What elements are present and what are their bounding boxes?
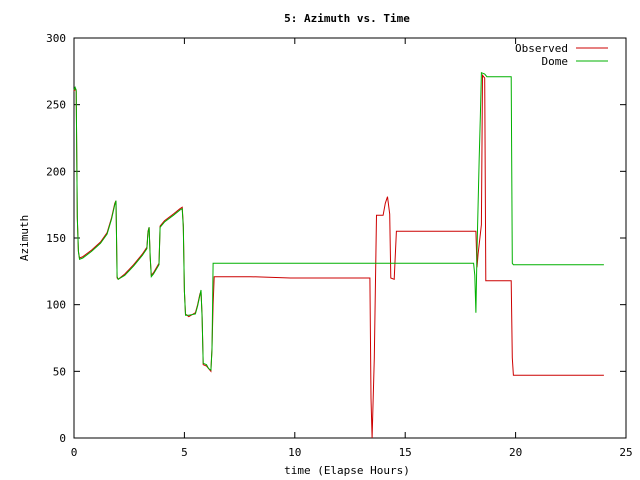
y-axis: 0 50 100 150 200 250 300 [46, 32, 626, 445]
y-tick-label: 150 [46, 232, 66, 245]
y-tick-label: 200 [46, 165, 66, 178]
x-tick-label: 15 [399, 446, 412, 459]
y-tick-label: 300 [46, 32, 66, 45]
x-tick-label: 10 [288, 446, 301, 459]
y-tick-label: 250 [46, 99, 66, 112]
series-layer [73, 71, 604, 439]
x-tick-label: 5 [181, 446, 188, 459]
y-tick-label: 100 [46, 299, 66, 312]
x-tick-label: 25 [619, 446, 632, 459]
x-tick-label: 0 [71, 446, 78, 459]
legend-label-dome: Dome [542, 55, 569, 68]
legend-label-observed: Observed [515, 42, 568, 55]
legend: Observed Dome [515, 42, 608, 68]
x-axis: 0 5 10 15 20 25 [71, 38, 633, 459]
y-tick-label: 50 [53, 365, 66, 378]
y-tick-label: 0 [59, 432, 66, 445]
series-line-dome [73, 71, 604, 371]
series-line-observed [73, 73, 604, 439]
y-axis-label: Azimuth [18, 215, 31, 261]
x-tick-label: 20 [509, 446, 522, 459]
plot-area-frame [73, 37, 627, 439]
x-axis-label: time (Elapse Hours) [284, 464, 410, 477]
chart-title: 5: Azimuth vs. Time [284, 12, 410, 25]
